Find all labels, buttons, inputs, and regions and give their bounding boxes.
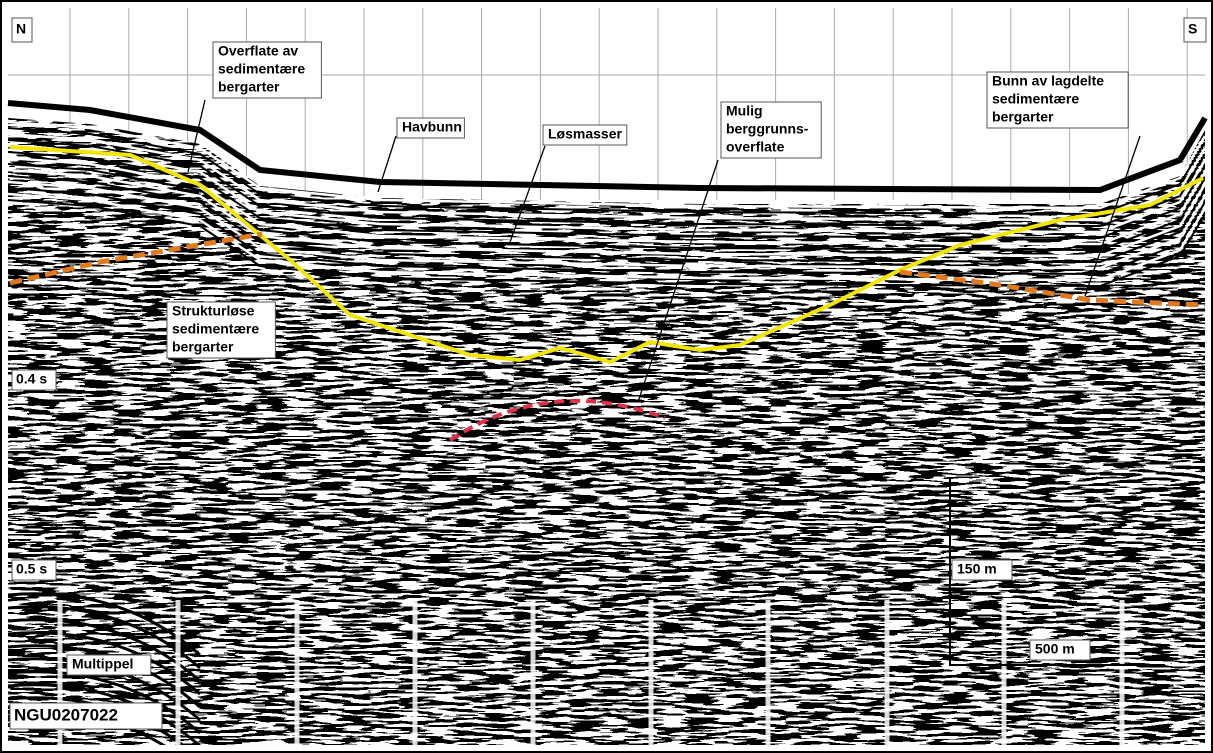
label-text: Mulig bbox=[726, 103, 763, 119]
time-mark: 0.4 s bbox=[16, 371, 47, 387]
label-text: Løsmasser bbox=[548, 126, 622, 142]
south: S bbox=[1188, 21, 1197, 37]
north: N bbox=[16, 21, 26, 37]
label-text: Strukturløse bbox=[172, 303, 255, 319]
label-text: sedimentære bbox=[218, 61, 305, 77]
scale-vertical: 150 m bbox=[957, 561, 997, 577]
profile-id: NGU0207022 bbox=[14, 705, 118, 724]
label-text: bergarter bbox=[172, 339, 234, 355]
label-text: Overflate av bbox=[218, 43, 298, 59]
time-mark: 0.5 s bbox=[16, 561, 47, 577]
scale-horizontal: 500 m bbox=[1035, 641, 1075, 657]
label-text: sedimentære bbox=[172, 321, 259, 337]
label-text: Bunn av lagdelte bbox=[992, 73, 1104, 89]
label-text: bergarter bbox=[218, 79, 280, 95]
label-text: sedimentære bbox=[992, 91, 1079, 107]
label-text: Havbunn bbox=[402, 119, 462, 135]
seismic-profile: 150 m 500 m N S 0.4 s 0.5 s NGU0207022 O… bbox=[0, 0, 1213, 753]
label-text: bergarter bbox=[992, 109, 1054, 125]
label-text: overflate bbox=[726, 139, 785, 155]
label-text: berggrunns- bbox=[726, 121, 809, 137]
label-text: Multippel bbox=[72, 656, 133, 672]
